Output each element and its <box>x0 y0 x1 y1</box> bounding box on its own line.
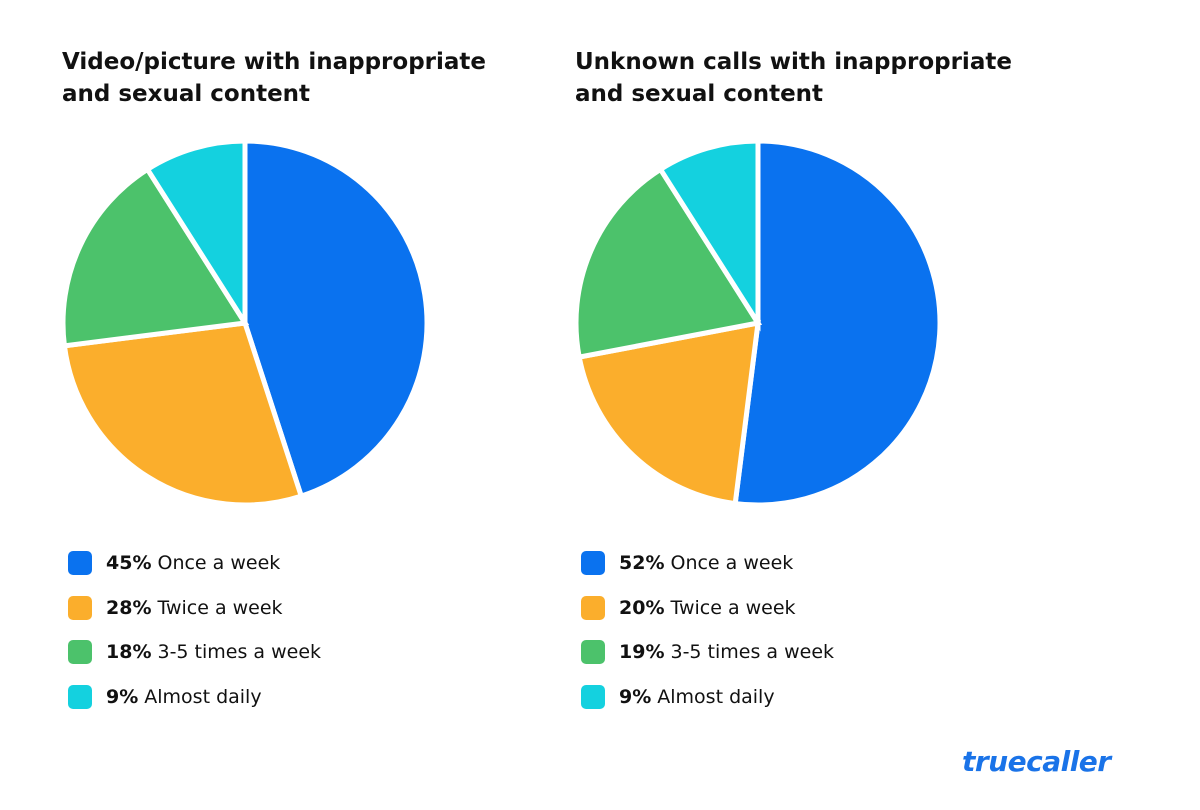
legend-value: 52% <box>619 552 665 574</box>
legend-item: 45% Once a week <box>68 551 280 575</box>
legend-swatch <box>68 685 92 710</box>
legend-label: Twice a week <box>670 596 796 619</box>
legend-item: 9% Almost daily <box>68 685 262 710</box>
legend-swatch <box>581 640 605 665</box>
legend-swatch <box>68 551 92 575</box>
pie-slice <box>657 138 761 332</box>
legend-label: Almost daily <box>144 686 262 709</box>
brand-logo: truecaller <box>962 745 1111 778</box>
pie-slice <box>573 165 763 361</box>
pie-slice <box>576 319 761 507</box>
pie-slice <box>144 138 248 332</box>
legend-value: 9% <box>106 686 139 709</box>
chart-title: Unknown calls with inappropriate and sex… <box>575 49 1012 107</box>
legend-label: Twice a week <box>157 596 283 619</box>
legend-item: 20% Twice a week <box>581 595 796 620</box>
pie-slice <box>242 138 430 500</box>
chart-title: Video/picture with inappropriate and sex… <box>62 49 487 107</box>
legend-item: 52% Once a week <box>581 551 793 575</box>
legend-value: 45% <box>106 552 152 574</box>
legend-value: 19% <box>619 641 665 664</box>
legend-label: 3-5 times a week <box>670 641 835 664</box>
legend-value: 18% <box>106 641 152 664</box>
legend-value: 28% <box>106 596 152 619</box>
pie-slice <box>61 320 305 508</box>
pie-chart <box>573 138 943 508</box>
legend-swatch <box>581 685 605 710</box>
legend-label: Once a week <box>157 552 281 574</box>
legend-label: 3-5 times a week <box>157 641 322 664</box>
legend-swatch <box>68 640 92 665</box>
legend-item: 28% Twice a week <box>68 595 283 620</box>
legend-swatch <box>581 595 605 620</box>
legend-item: 18% 3-5 times a week <box>68 640 322 665</box>
legend-swatch <box>581 551 605 575</box>
legend-label: Once a week <box>670 552 794 574</box>
legend-item: 19% 3-5 times a week <box>581 640 835 665</box>
pie-slice <box>732 138 943 508</box>
pie-slice <box>60 165 250 349</box>
legend-value: 20% <box>619 596 665 619</box>
legend-swatch <box>68 595 92 620</box>
legend-label: Almost daily <box>657 686 775 709</box>
legend-item: 9% Almost daily <box>581 685 775 710</box>
legend-value: 9% <box>619 686 652 709</box>
pie-chart <box>60 138 430 508</box>
